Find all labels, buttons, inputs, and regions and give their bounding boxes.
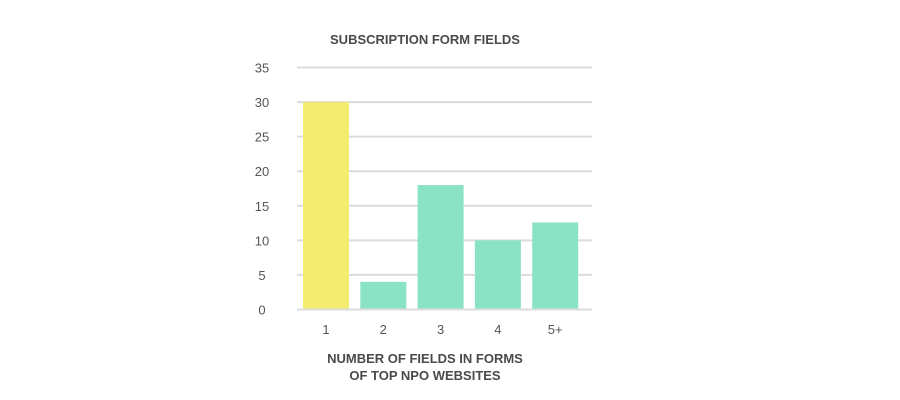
y-tick-label: 10	[255, 233, 269, 248]
bar-3	[417, 185, 464, 309]
bar-5+	[532, 222, 579, 309]
y-tick-label: 20	[255, 164, 269, 179]
x-tick-label: 4	[494, 322, 501, 337]
chart-title: SUBSCRIPTION FORM FIELDS	[330, 32, 520, 47]
y-tick-label: 25	[255, 130, 269, 145]
bar-2	[360, 281, 407, 309]
bar-4	[474, 240, 521, 309]
y-tick-label: 0	[258, 303, 265, 318]
y-tick-label: 35	[255, 61, 269, 76]
y-tick-label: 30	[255, 95, 269, 110]
x-tick-label: 5+	[548, 322, 563, 337]
x-axis-label-line-2: OF TOP NPO WEBSITES	[349, 368, 501, 383]
x-axis-label-line-1: NUMBER OF FIELDS IN FORMS	[327, 351, 523, 366]
y-tick-label: 5	[258, 268, 265, 283]
x-tick-label: 1	[322, 322, 329, 337]
bar-1	[303, 102, 349, 309]
x-tick-label: 2	[380, 322, 387, 337]
x-tick-label: 3	[437, 322, 444, 337]
y-tick-label: 15	[255, 199, 269, 214]
